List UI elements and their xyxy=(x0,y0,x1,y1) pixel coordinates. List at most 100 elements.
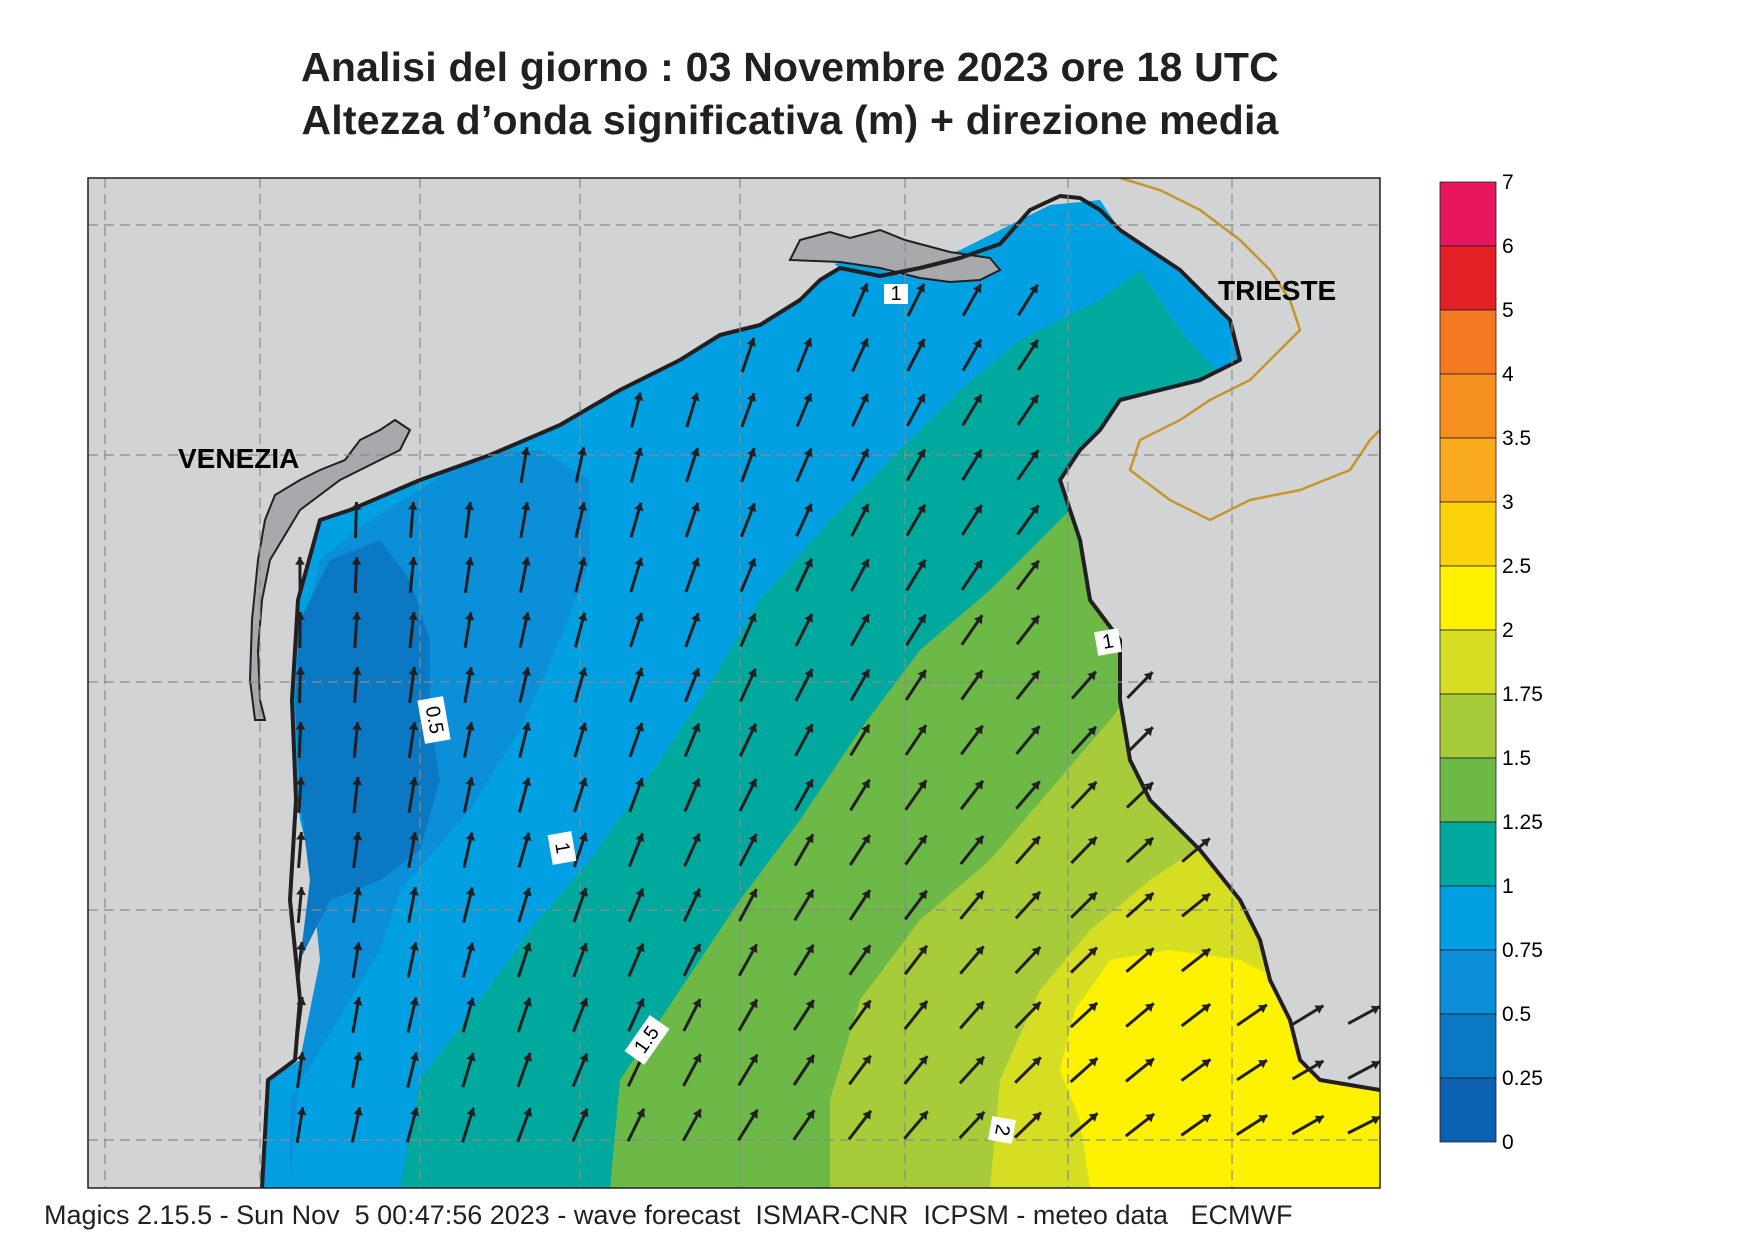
wave-arrow-head xyxy=(578,888,588,897)
colorbar-label: 2.5 xyxy=(1502,555,1531,578)
colorbar-label: 0.5 xyxy=(1502,1003,1531,1026)
wave-arrow-head xyxy=(295,722,306,730)
wave-arrow-head xyxy=(465,667,475,676)
wave-arrow-head xyxy=(295,777,306,785)
wave-arrow-head xyxy=(353,1107,363,1116)
wave-arrow-head xyxy=(973,560,982,570)
wave-arrow-head xyxy=(862,1000,871,1010)
wave-arrow-head xyxy=(1032,1057,1041,1067)
colorbar-swatch xyxy=(1439,565,1497,631)
wave-arrow-head xyxy=(974,780,983,790)
wave-arrow-head xyxy=(804,613,813,623)
wave-arrow-head xyxy=(1144,837,1154,847)
wave-arrow-head xyxy=(747,613,757,623)
wave-arrow-head xyxy=(522,997,532,1007)
wave-arrow-head xyxy=(465,722,475,731)
colorbar-label: 4 xyxy=(1502,363,1514,386)
wave-arrow-head xyxy=(466,997,476,1007)
wave-arrow-head xyxy=(916,339,926,348)
wave-arrow-head xyxy=(861,724,870,734)
wave-arrow-head xyxy=(691,778,701,788)
wave-arrow-head xyxy=(465,887,476,897)
wave-arrow-head xyxy=(409,997,419,1006)
wave-arrow-head xyxy=(862,945,871,955)
wave-arrow-head xyxy=(918,780,927,790)
colorbar-label: 5 xyxy=(1502,299,1514,322)
wave-arrow-head xyxy=(747,503,757,513)
colorbar-swatch xyxy=(1439,757,1497,823)
wave-arrow-head xyxy=(804,779,814,789)
colorbar-legend: 7 6 5 4 3.5 3 2.5 2 1.75 1.5 1.25 1 0.75 0.5 0.25 0 xyxy=(1439,171,1543,1154)
wave-arrow-head xyxy=(804,558,813,568)
wave-arrow-head xyxy=(635,778,645,787)
colorbar-label: 1 xyxy=(1502,875,1514,898)
wave-arrow-head xyxy=(296,997,307,1006)
wave-arrow-head xyxy=(749,1054,758,1064)
wave-arrow-head xyxy=(521,557,531,566)
wave-arrow-head xyxy=(806,1110,815,1120)
wave-arrow-head xyxy=(351,502,362,510)
wave-arrow-head xyxy=(860,504,870,513)
wave-arrow-head xyxy=(295,667,306,675)
svg-text:2: 2 xyxy=(990,1123,1014,1138)
wave-arrow-head xyxy=(918,835,927,845)
wave-arrow-head xyxy=(859,338,869,348)
wave-arrow-head xyxy=(972,284,982,294)
wave-arrow-head xyxy=(973,504,982,514)
wave-arrow-head xyxy=(747,558,757,568)
wave-arrow-head xyxy=(1371,1060,1380,1070)
wave-arrow-head xyxy=(1087,671,1096,681)
wave-arrow-head xyxy=(353,997,363,1006)
wave-arrow-head xyxy=(691,668,701,678)
wave-arrow-head xyxy=(746,338,756,347)
wave-arrow-head xyxy=(523,1108,533,1117)
lagoon-islands xyxy=(248,418,412,721)
wave-arrow-head xyxy=(464,612,475,621)
colorbar-swatch xyxy=(1439,501,1497,567)
wave-arrow-head xyxy=(860,614,870,624)
wave-arrow-head xyxy=(1370,1005,1380,1015)
wave-arrow-head xyxy=(1144,782,1153,792)
wave-arrow-head xyxy=(579,998,589,1008)
wave-arrow-head xyxy=(975,1001,984,1011)
colorbar-swatch xyxy=(1439,821,1497,887)
svg-text:1: 1 xyxy=(1101,630,1116,654)
wave-arrow-head xyxy=(860,559,870,569)
wave-arrow-head xyxy=(916,394,926,404)
colorbar-swatch xyxy=(1439,373,1497,439)
wave-arrow-head xyxy=(465,832,475,841)
wave-arrow-head xyxy=(1029,395,1039,405)
wave-arrow-head xyxy=(466,1052,476,1062)
wave-arrow-head xyxy=(691,558,700,567)
wave-arrow-head xyxy=(352,887,363,896)
wave-arrow-head xyxy=(1144,727,1153,737)
wave-arrow-head xyxy=(577,447,587,456)
wave-arrow-head xyxy=(578,777,588,787)
contour-label-1-north: 1 xyxy=(884,283,908,305)
wave-arrow-head xyxy=(859,283,869,293)
wave-arrow-head xyxy=(579,1108,589,1118)
wave-arrow-head xyxy=(520,447,531,456)
wave-arrow-head xyxy=(352,942,363,951)
wave-arrow-head xyxy=(692,1109,702,1119)
wave-arrow-head xyxy=(635,833,645,843)
colorbar-label: 2 xyxy=(1502,619,1514,642)
wave-arrow-head xyxy=(352,777,362,786)
wave-arrow-head xyxy=(522,942,532,952)
wave-arrow-head xyxy=(1201,1114,1211,1123)
wave-arrow-head xyxy=(1258,1115,1268,1124)
wave-arrow-head xyxy=(408,557,418,566)
contour-label-0.5: 0.5 xyxy=(417,696,451,744)
wave-arrow-head xyxy=(521,667,531,676)
title-line-1: Analisi del giorno : 03 Novembre 2023 or… xyxy=(301,44,1279,90)
wave-arrow-head xyxy=(803,338,813,348)
place-trieste: TRIESTE xyxy=(1218,275,1336,306)
wave-arrow-head xyxy=(353,1052,363,1061)
contour-label-2: 2 xyxy=(988,1116,1016,1144)
wave-arrow-head xyxy=(692,943,701,953)
wave-arrow-head xyxy=(1088,892,1097,902)
wave-arrow-head xyxy=(917,669,926,679)
wave-arrow-head xyxy=(521,612,531,621)
wave-arrow-head xyxy=(352,832,363,841)
contour-labels: 0.5 1 1.5 2 1 1 xyxy=(417,283,1122,1144)
